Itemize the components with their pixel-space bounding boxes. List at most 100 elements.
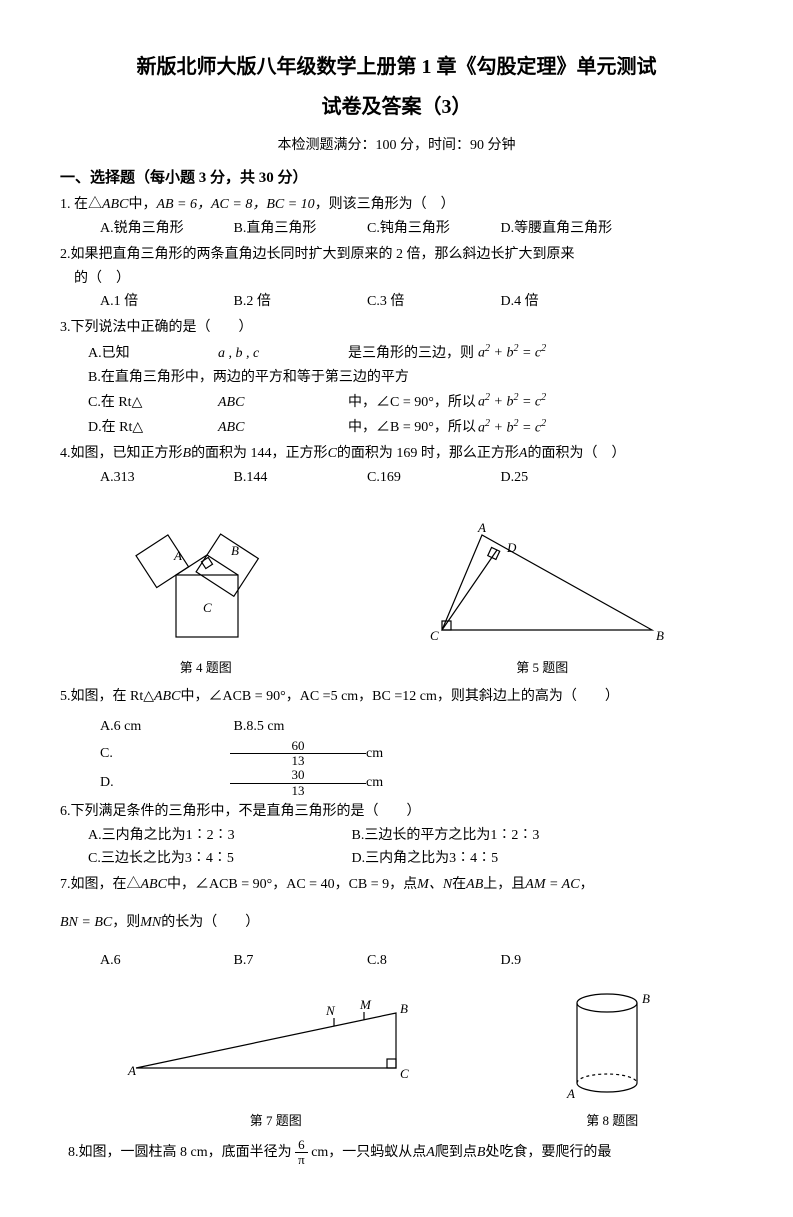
q2-option-d: D.4 倍 (501, 290, 631, 314)
q6-option-d: D.三内角之比为3∶4∶5 (352, 847, 612, 871)
figure-7-caption: 第 7 题图 (126, 1110, 426, 1132)
q4-sqB: B (183, 446, 192, 461)
q1-cond: AB = 6，AC = 8，BC = 10 (156, 197, 314, 212)
fig7-label-a: A (127, 1063, 136, 1078)
q8-b: cm，一只蚂蚁从点 (308, 1145, 427, 1160)
q2-option-a: A.1 倍 (100, 290, 230, 314)
q2-stem-2: 的（ ） (60, 267, 733, 291)
question-3: 3.下列说法中正确的是（ ） A.已知 a , b , c 是三角形的三边，则 … (60, 316, 733, 440)
q4-a: 4.如图，已知正方形 (60, 446, 183, 461)
q3c-abc: ABC (218, 391, 348, 415)
q7-line2: BN = BC，则MN的长为（ ） (60, 911, 733, 935)
q3-option-a: A.已知 a , b , c 是三角形的三边，则 a2 + b2 = c2 (88, 340, 733, 365)
question-5: 5.如图，在 Rt△ABC中，∠ACB = 90°，AC =5 cm，BC =1… (60, 685, 733, 798)
q7-l2c: MN (140, 915, 161, 930)
fig7-label-n: N (325, 1003, 336, 1018)
q7-b: 中，∠ACB = 90°，AC = 40，CB = 9，点 (167, 877, 417, 892)
q5-option-c: C.6013 cm (100, 739, 496, 769)
question-1: 1. 在△ABC中，AB = 6，AC = 8，BC = 10，则该三角形为（ … (60, 193, 733, 241)
q4-c: 的面积为 169 时，那么正方形 (337, 446, 519, 461)
q2-option-c: C.3 倍 (367, 290, 497, 314)
page-title: 新版北师大版八年级数学上册第 1 章《勾股定理》单元测试 (60, 50, 733, 84)
q5c-n: 60 (230, 739, 366, 754)
q2-option-b: B.2 倍 (234, 290, 364, 314)
q7-f: 上，且 (483, 877, 525, 892)
q6-option-c: C.三边长之比为3∶4∶5 (88, 847, 348, 871)
q4-b: 的面积为 144，正方形 (191, 446, 328, 461)
fig7-label-m: M (359, 997, 372, 1012)
q5d-n: 30 (230, 768, 366, 783)
q7-option-c: C.8 (367, 949, 497, 973)
q5-option-b: B.8.5 cm (234, 715, 364, 739)
q3a-mid: 是三角形的三边，则 (348, 342, 478, 366)
question-8: 8.如图，一圆柱高 8 cm，底面半径为 6π cm，一只蚂蚁从点A爬到点B处吃… (60, 1138, 733, 1168)
fig5-label-a: A (477, 520, 486, 535)
q7-option-b: B.7 (234, 949, 364, 973)
q1-abc: ABC (102, 197, 128, 212)
q3a-pre: A.已知 (88, 342, 218, 366)
figure-8: A B 第 8 题图 (557, 983, 667, 1132)
q5c-d: 13 (230, 754, 366, 768)
q8-fn: 6 (295, 1138, 308, 1153)
question-4: 4.如图，已知正方形B的面积为 144，正方形C的面积为 169 时，那么正方形… (60, 442, 733, 490)
q7-e: AB (466, 877, 483, 892)
q6-option-b: B.三边长的平方之比为1∶2∶3 (352, 824, 612, 848)
q3d-abc: ABC (218, 416, 348, 440)
q5-b: 中，∠ACB = 90°，AC =5 cm，BC =12 cm，则其斜边上的高为… (180, 689, 618, 704)
figure-5-caption: 第 5 题图 (412, 657, 672, 679)
q1-mid: 中， (128, 197, 156, 212)
q1-option-b: B.直角三角形 (234, 217, 364, 241)
question-7: 7.如图，在△ABC中，∠ACB = 90°，AC = 40，CB = 9，点M… (60, 873, 733, 972)
page-subtitle: 试卷及答案（3） (60, 90, 733, 124)
q7-l2d: 的长为（ ） (161, 915, 259, 930)
q5-option-a: A.6 cm (100, 715, 230, 739)
q1-option-a: A.锐角三角形 (100, 217, 230, 241)
q5c-suf: cm (366, 742, 496, 766)
q8-e: B (477, 1145, 486, 1160)
q6-stem: 6.下列满足条件的三角形中，不是直角三角形的是（ ） (60, 800, 733, 824)
q1-option-d: D.等腰直角三角形 (501, 217, 631, 241)
q7-g: AM = AC (525, 877, 579, 892)
q3-option-c: C.在 Rt△ABC中，∠C = 90°，所以 a2 + b2 = c2 (88, 389, 733, 414)
figure-row-4-5: A B C 第 4 题图 A D C B 第 5 题图 (60, 500, 733, 679)
q6-option-a: A.三内角之比为1∶2∶3 (88, 824, 348, 848)
question-6: 6.下列满足条件的三角形中，不是直角三角形的是（ ） A.三内角之比为1∶2∶3… (60, 800, 733, 871)
q7-c: M、N (417, 877, 452, 892)
q5d-pre: D. (100, 771, 230, 795)
q8-c: A (426, 1145, 435, 1160)
q4-option-a: A.313 (100, 466, 230, 490)
q3c-mid: 中，∠C = 90°，所以 (348, 391, 478, 415)
q8-d: 爬到点 (435, 1145, 477, 1160)
q3d-eq: a2 + b2 = c2 (478, 415, 608, 440)
q7-h: ， (580, 877, 594, 892)
q1-option-c: C.钝角三角形 (367, 217, 497, 241)
q8-f: 处吃食，要爬行的最 (485, 1145, 611, 1160)
fig7-label-c: C (400, 1066, 409, 1081)
fig4-label-c: C (203, 600, 212, 615)
q5-a: 5.如图，在 Rt△ (60, 689, 154, 704)
q5c-pre: C. (100, 742, 230, 766)
q3a-eq: a2 + b2 = c2 (478, 340, 608, 365)
q7-option-a: A.6 (100, 949, 230, 973)
q3d-pre: D.在 Rt△ (88, 416, 218, 440)
fig5-label-c: C (430, 628, 439, 643)
q1-stem: 1. 在△ (60, 197, 102, 212)
q7-a: 7.如图，在△ (60, 877, 141, 892)
q8-a: 8.如图，一圆柱高 8 cm，底面半径为 (68, 1145, 295, 1160)
question-2: 2.如果把直角三角形的两条直角边长同时扩大到原来的 2 倍，那么斜边长扩大到原来… (60, 243, 733, 314)
q4-option-c: C.169 (367, 466, 497, 490)
figure-8-svg: A B (557, 983, 667, 1103)
q1-post: ，则该三角形为（ ） (315, 197, 455, 212)
figure-row-7-8: A B C N M 第 7 题图 A B 第 8 题图 (60, 983, 733, 1132)
q3-stem: 3.下列说法中正确的是（ ） (60, 316, 733, 340)
q7-l2a: BN = BC (60, 915, 112, 930)
q4-sqC: C (328, 446, 337, 461)
q5d-d: 13 (230, 784, 366, 798)
figure-8-caption: 第 8 题图 (557, 1110, 667, 1132)
fig5-label-b: B (656, 628, 664, 643)
q3-option-b: B.在直角三角形中，两边的平方和等于第三边的平方 (88, 366, 733, 390)
fig5-label-d: D (506, 540, 517, 555)
section-heading: 一、选择题（每小题 3 分，共 30 分） (60, 166, 733, 192)
fig8-label-a: A (566, 1086, 575, 1101)
q5-abc: ABC (154, 689, 180, 704)
